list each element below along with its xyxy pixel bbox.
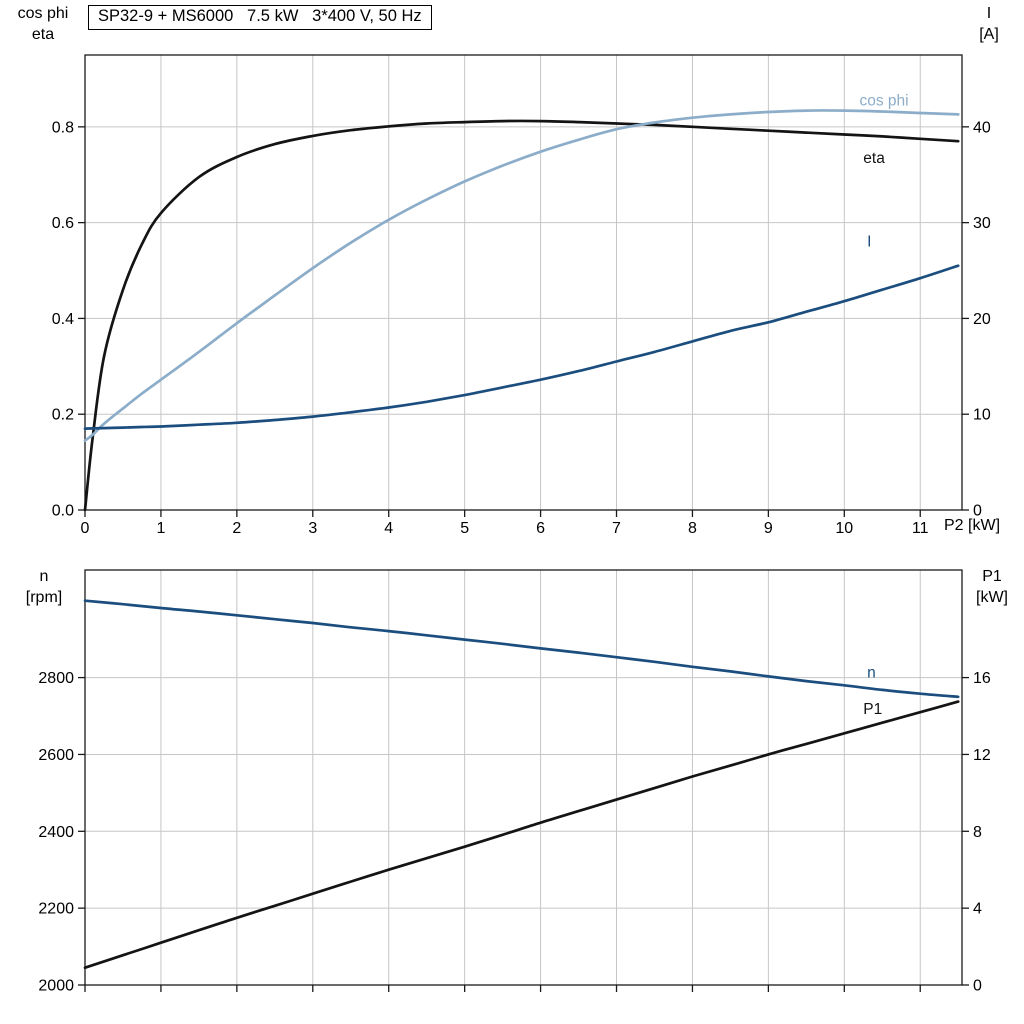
top-left-axis-title: cos phi eta [2,3,84,45]
curve-label-p1: P1 [863,701,882,718]
plot-frame [84,569,963,986]
left-tick-label: 0.4 [52,311,74,328]
bottom-right-axis-title: P1 [kW] [964,566,1020,608]
cos-phi-axis-label: cos phi [17,5,69,22]
chart-motor-curves-vs-p2: 0.0 0.2 0.4 0.6 0.8 0 10 20 30 40 0 1 2 3 4 5 6 7 8 9 10 11 et… [52,54,991,537]
left-tick-label: 0.6 [52,215,74,232]
x-tick-label: 2 [232,520,241,537]
left-tick-label: 0.8 [52,119,74,136]
p1-axis-label: P1 [982,568,1002,585]
left-tick-label: 0.2 [52,407,74,424]
curve-n [83,599,960,699]
right-tick-label: 12 [973,747,991,764]
curve-eta [83,119,960,512]
eta-axis-label: eta [31,26,55,43]
right-tick-label: 8 [973,824,982,841]
bottom-left-axis-title: n [rpm] [2,566,86,608]
x-tick-label: 4 [384,520,393,537]
x-tick-label: 3 [308,520,317,537]
curve-label-eta: eta [863,150,885,167]
x-tick-label: 8 [688,520,697,537]
x-tick-label: 6 [536,520,545,537]
speed-axis-label: n [39,568,49,585]
current-axis-unit: [A] [979,26,999,43]
speed-axis-unit: [rpm] [25,589,63,606]
curve-label-n: n [867,665,876,682]
x-tick-label: 1 [156,520,165,537]
curve-p1 [83,700,960,970]
right-tick-label: 0 [973,978,982,995]
right-tick-label: 40 [973,119,991,136]
right-tick-label: 16 [973,670,991,687]
curve-cos-phi [83,109,960,442]
curve-label-i: I [867,234,871,251]
right-tick-label: 30 [973,215,991,232]
p1-axis-unit: [kW] [976,589,1008,606]
left-tick-label: 0.0 [52,503,74,520]
x-axis-label: P2 [kW] [944,517,1001,534]
left-tick-label: 2600 [38,747,74,764]
x-tick-label: 7 [612,520,621,537]
right-tick-label: 10 [973,407,991,424]
right-tick-label: 20 [973,311,991,328]
left-tick-label: 2400 [38,824,74,841]
left-tick-label: 2200 [38,901,74,918]
chart-speed-and-p1-vs-p2: 2000 2200 2400 2600 2800 0 4 8 12 16 n P1 [38,569,991,995]
x-tick-label: 11 [912,520,929,537]
right-tick-label: 0 [973,503,982,520]
curve-i [83,264,960,430]
right-tick-label: 4 [973,901,982,918]
x-tick-label: 9 [764,520,773,537]
x-tick-label: 5 [460,520,469,537]
left-tick-label: 2800 [38,670,74,687]
left-tick-label: 2000 [38,978,74,995]
plot-frame [84,54,963,511]
x-tick-label: 0 [81,520,90,537]
curve-label-cos-phi: cos phi [859,92,908,109]
current-axis-label: I [986,5,992,22]
x-tick-label: 10 [835,520,853,537]
chart-title: SP32-9 + MS6000 7.5 kW 3*400 V, 50 Hz [88,5,432,30]
top-right-axis-title: I [A] [964,3,1014,45]
